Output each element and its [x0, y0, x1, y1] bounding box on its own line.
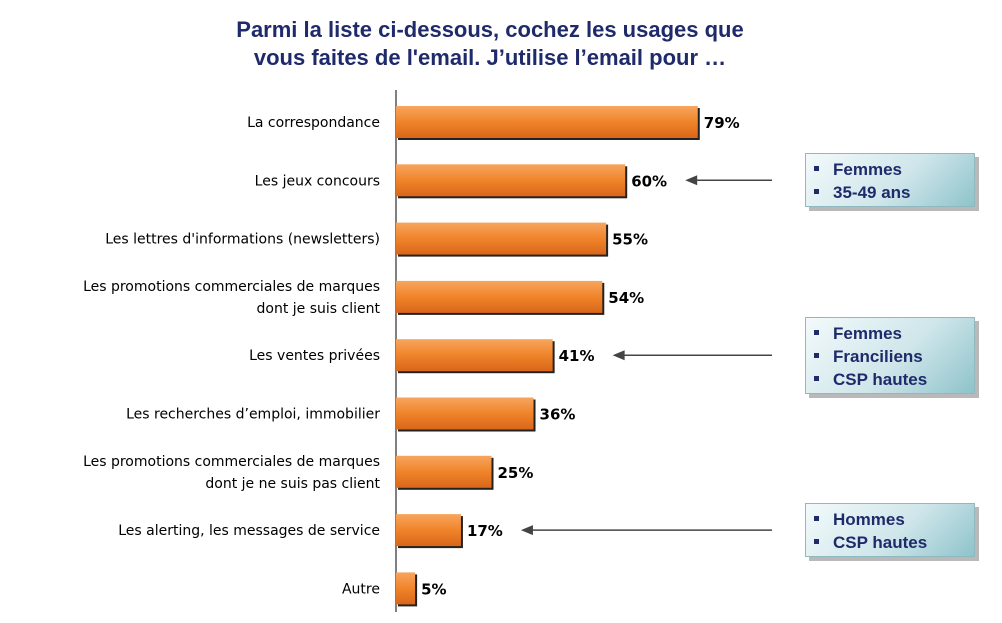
bar — [396, 222, 607, 255]
chart-title: Parmi la liste ci-dessous, cochez les us… — [150, 16, 830, 72]
callout-item: CSP hautes — [806, 368, 974, 391]
bar-value-label: 41% — [559, 347, 595, 365]
arrow-head-icon — [520, 525, 533, 536]
callout-box: Femmes 35-49 ans — [805, 153, 975, 208]
category-label: Les alerting, les messages de service — [118, 523, 380, 539]
bar — [396, 106, 698, 138]
category-label: Autre — [342, 581, 380, 597]
bullet-icon — [814, 539, 819, 545]
callout-item: Femmes — [806, 322, 974, 345]
bullet-icon — [814, 352, 819, 358]
callout-item-text: 35-49 ans — [833, 183, 911, 203]
category-label: Les promotions commerciales de marques — [83, 279, 380, 295]
chart-title-line-1: Parmi la liste ci-dessous, cochez les us… — [236, 17, 744, 42]
bar-value-label: 55% — [612, 231, 648, 249]
chart-title-line-2: vous faites de l'email. J’utilise l’emai… — [253, 45, 727, 70]
category-label: Les jeux concours — [255, 173, 380, 189]
category-label: Les promotions commerciales de marques — [83, 454, 380, 470]
bar-value-label: 79% — [704, 114, 740, 132]
category-label: Les recherches d’emploi, immobilier — [126, 407, 380, 423]
callout-item: Franciliens — [806, 345, 974, 368]
bar-value-label: 5% — [421, 580, 446, 598]
bar-value-label: 54% — [608, 289, 644, 307]
callout-item-text: CSP hautes — [833, 533, 928, 553]
bar — [396, 514, 461, 547]
bars-group: 79% La correspondance 60% Les jeux concours… — [83, 106, 740, 607]
bar-value-label: 25% — [498, 464, 534, 482]
callout-arrows-group — [520, 175, 772, 536]
callout-item-text: Femmes — [833, 160, 902, 180]
bullet-icon — [814, 189, 819, 195]
bullet-icon — [814, 166, 819, 172]
category-label: dont je ne suis pas client — [205, 476, 380, 492]
bar-value-label: 36% — [540, 406, 576, 424]
callout-item-text: Franciliens — [833, 346, 923, 366]
bar — [396, 397, 534, 430]
category-label: dont je suis client — [257, 301, 381, 317]
callout-item: 35-49 ans — [806, 181, 974, 204]
bar-value-label: 60% — [631, 172, 667, 190]
bar — [396, 164, 626, 197]
callout-item-text: CSP hautes — [833, 369, 928, 389]
bar — [396, 280, 603, 313]
bullet-icon — [814, 329, 819, 335]
arrow-head-icon — [612, 350, 625, 361]
callout-item-text: Hommes — [833, 510, 905, 530]
category-label: Les lettres d'informations (newsletters) — [105, 232, 380, 248]
callout-item: Femmes — [806, 158, 974, 181]
callout-item: CSP hautes — [806, 531, 974, 554]
bar — [396, 572, 416, 605]
bar-value-label: 17% — [467, 522, 503, 540]
category-label: Les ventes privées — [249, 348, 380, 364]
arrow-head-icon — [685, 175, 698, 186]
bullet-icon — [814, 516, 819, 522]
bullet-icon — [814, 375, 819, 381]
bar — [396, 339, 553, 372]
callout-item-text: Femmes — [833, 323, 902, 343]
bar — [396, 455, 492, 488]
callout-box: Femmes Franciliens CSP hautes — [805, 316, 975, 394]
category-label: La correspondance — [247, 115, 380, 131]
callout-item: Hommes — [806, 508, 974, 531]
callout-box: Hommes CSP hautes — [805, 503, 975, 558]
